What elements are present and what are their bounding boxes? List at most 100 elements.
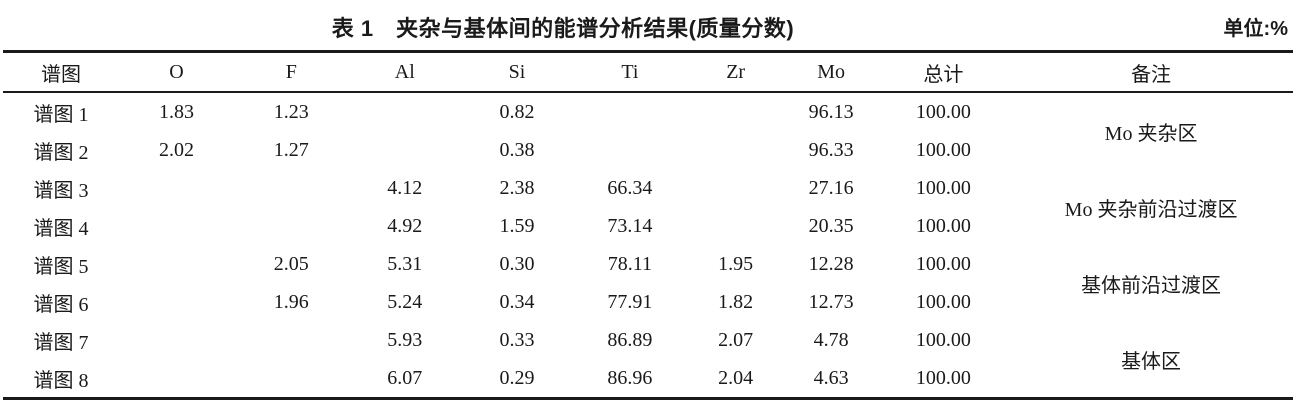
value-cell: 12.28 (808, 252, 854, 275)
col-header-zr: Zr (686, 51, 785, 93)
value-cell: 0.82 (499, 100, 535, 123)
value-cell: 0.30 (499, 252, 535, 275)
value-cell (119, 207, 234, 245)
col-header-o: O (119, 51, 234, 93)
header-row: 谱图 O F Al Si Ti Zr Mo 总计 备注 (3, 51, 1293, 93)
value-cell: 96.33 (808, 138, 854, 161)
value-cell: 100.00 (915, 138, 971, 161)
value-cell: 1.83 (158, 100, 194, 123)
table-row: 谱图 4 4.92 1.59 73.14 20.35 100.00 (3, 207, 1293, 245)
value-cell: 2.05 (273, 252, 309, 275)
table-caption: 表 1 夹杂与基体间的能谱分析结果(质量分数) 单位:% (0, 0, 1296, 50)
value-cell: 0.34 (499, 290, 535, 313)
value-cell: 2.02 (158, 138, 194, 161)
table-row: 谱图 3 4.12 2.38 66.34 27.16 100.00 Mo 夹杂前沿过渡区 (3, 169, 1293, 221)
value-cell: 1.27 (273, 138, 309, 161)
value-cell: 0.33 (499, 328, 535, 351)
value-cell (119, 169, 234, 207)
value-cell (573, 92, 687, 131)
value-cell: 20.35 (808, 214, 854, 237)
col-header-mo: Mo (784, 51, 878, 93)
value-cell: 96.13 (808, 100, 854, 123)
remark-cell: 基体区 (1121, 350, 1182, 373)
value-cell (349, 92, 461, 131)
row-label: 谱图 7 (33, 331, 89, 354)
table-row: 谱图 5 2.05 5.31 0.30 78.11 1.95 12.28 100.00 基体前沿… (3, 245, 1293, 297)
value-cell: 100.00 (915, 290, 971, 313)
row-label: 谱图 3 (33, 179, 89, 202)
value-cell: 4.92 (387, 214, 423, 237)
table-header: 谱图 O F Al Si Ti Zr Mo 总计 备注 (3, 51, 1293, 93)
table-row: 谱图 6 1.96 5.24 0.34 77.91 1.82 12.73 100.00 (3, 283, 1293, 321)
value-cell: 5.93 (387, 328, 423, 351)
col-header-al: Al (348, 51, 461, 93)
value-cell (234, 321, 349, 359)
value-cell: 1.82 (718, 290, 754, 313)
value-cell (573, 131, 687, 169)
row-label: 谱图 4 (33, 217, 89, 240)
value-cell: 100.00 (915, 214, 971, 237)
value-cell: 2.04 (718, 366, 754, 389)
value-cell: 73.14 (607, 214, 653, 237)
value-cell: 1.23 (273, 100, 309, 123)
table-row: 谱图 8 6.07 0.29 86.96 2.04 4.63 100.00 (3, 359, 1293, 399)
value-cell (687, 169, 785, 207)
value-cell (234, 169, 349, 207)
value-cell: 86.96 (607, 366, 653, 389)
value-cell (687, 92, 785, 131)
value-cell: 5.31 (387, 252, 423, 275)
row-label: 谱图 2 (33, 141, 89, 164)
value-cell: 4.78 (813, 328, 849, 351)
col-header-remark: 备注 (1009, 51, 1293, 93)
value-cell (687, 207, 785, 245)
value-cell: 4.63 (813, 366, 849, 389)
table-row: 谱图 1 1.83 1.23 0.82 96.13 100.00 Mo 夹杂区 (3, 92, 1293, 145)
unit-label: 单位:% (1223, 18, 1288, 40)
value-cell (119, 283, 234, 321)
value-cell (119, 321, 234, 359)
row-label: 谱图 6 (33, 293, 89, 316)
row-label: 谱图 5 (33, 255, 89, 278)
value-cell: 27.16 (808, 176, 854, 199)
value-cell: 1.95 (718, 252, 754, 275)
value-cell: 78.11 (607, 252, 653, 275)
value-cell: 2.38 (499, 176, 535, 199)
value-cell: 86.89 (607, 328, 653, 351)
energy-spectrum-table: 谱图 O F Al Si Ti Zr Mo 总计 备注 谱图 1 1.83 1.23… (3, 50, 1293, 400)
remark-cell: 基体前沿过渡区 (1081, 274, 1222, 297)
value-cell: 77.91 (607, 290, 653, 313)
value-cell: 0.29 (499, 366, 535, 389)
value-cell: 100.00 (915, 176, 971, 199)
value-cell (119, 359, 234, 399)
value-cell: 100.00 (915, 100, 971, 123)
table-row: 谱图 7 5.93 0.33 86.89 2.07 4.78 100.00 基体区 (3, 321, 1293, 373)
table-row: 谱图 2 2.02 1.27 0.38 96.33 100.00 (3, 131, 1293, 169)
value-cell: 66.34 (607, 176, 653, 199)
value-cell (234, 359, 349, 399)
value-cell: 4.12 (387, 176, 423, 199)
value-cell: 1.96 (273, 290, 309, 313)
value-cell: 12.73 (808, 290, 854, 313)
remark-cell: Mo 夹杂区 (1104, 122, 1198, 145)
col-header-total: 总计 (877, 51, 1010, 93)
value-cell (349, 131, 461, 169)
value-cell: 1.59 (499, 214, 535, 237)
value-cell: 2.07 (718, 328, 754, 351)
value-cell: 100.00 (915, 366, 971, 389)
value-cell: 0.38 (499, 138, 535, 161)
col-header-ti: Ti (573, 51, 687, 93)
row-label: 谱图 1 (33, 103, 89, 126)
value-cell (687, 131, 785, 169)
value-cell: 100.00 (915, 252, 971, 275)
value-cell: 5.24 (387, 290, 423, 313)
row-label: 谱图 8 (33, 369, 89, 392)
value-cell: 6.07 (387, 366, 423, 389)
col-header-si: Si (460, 51, 574, 93)
col-header-f: F (233, 51, 349, 93)
table-title: 表 1 夹杂与基体间的能谱分析结果(质量分数) (331, 16, 795, 41)
value-cell (234, 207, 349, 245)
remark-cell: Mo 夹杂前沿过渡区 (1064, 198, 1238, 221)
table-body: 谱图 1 1.83 1.23 0.82 96.13 100.00 Mo 夹杂区谱图 2 2.0… (3, 92, 1293, 399)
col-header-spectrum: 谱图 (3, 51, 120, 93)
